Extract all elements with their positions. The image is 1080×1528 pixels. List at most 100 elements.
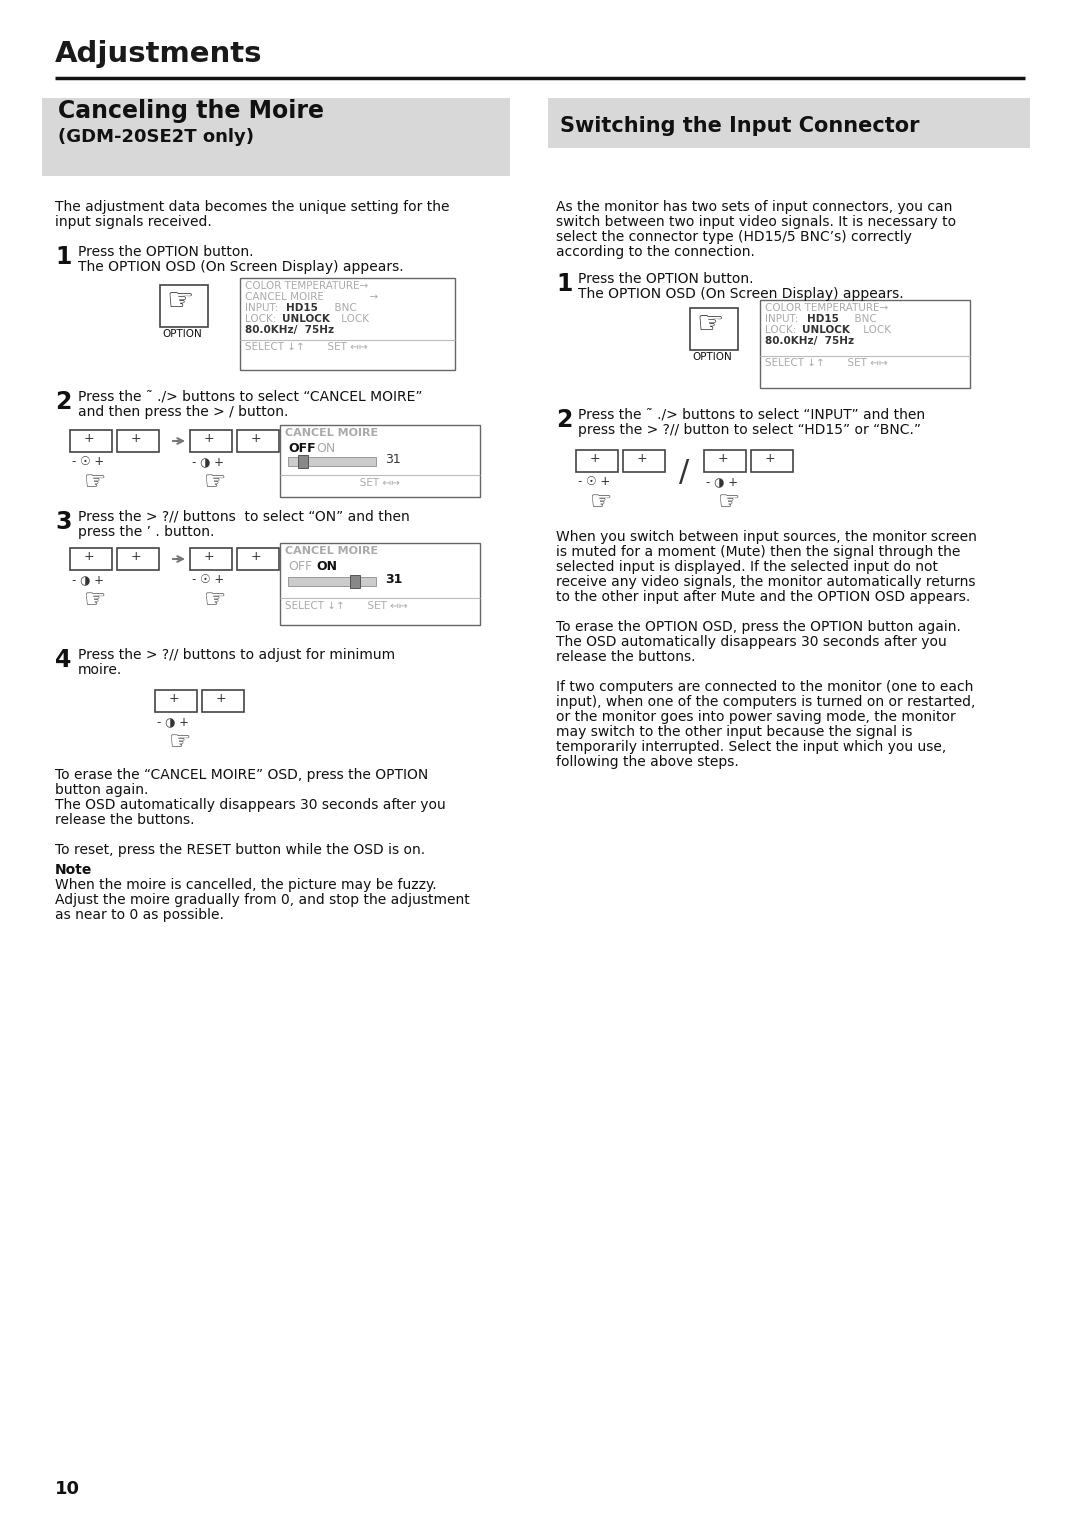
Text: BNC: BNC	[848, 313, 877, 324]
Text: CANCEL MOIRE: CANCEL MOIRE	[285, 545, 378, 556]
Text: to the other input after Mute and the OPTION OSD appears.: to the other input after Mute and the OP…	[556, 590, 970, 604]
Bar	[298, 455, 308, 468]
Text: or the monitor goes into power saving mode, the monitor: or the monitor goes into power saving mo…	[556, 711, 956, 724]
Bar	[704, 451, 746, 472]
Text: input signals received.: input signals received.	[55, 215, 212, 229]
Text: receive any video signals, the monitor automatically returns: receive any video signals, the monitor a…	[556, 575, 975, 588]
Bar	[350, 575, 360, 588]
Text: COLOR TEMPERATURE→: COLOR TEMPERATURE→	[245, 281, 368, 290]
Text: - ◑ +: - ◑ +	[157, 715, 189, 727]
Text: 31: 31	[384, 452, 401, 466]
Text: 10: 10	[55, 1481, 80, 1497]
Text: 2: 2	[55, 390, 71, 414]
Text: +: +	[718, 452, 729, 465]
Bar	[156, 691, 197, 712]
Text: OPTION: OPTION	[692, 351, 732, 362]
Text: SELECT ↓↑       SET ↤↦: SELECT ↓↑ SET ↤↦	[765, 358, 888, 368]
Text: Switching the Input Connector: Switching the Input Connector	[561, 116, 919, 136]
Text: BNC: BNC	[328, 303, 356, 313]
Text: following the above steps.: following the above steps.	[556, 755, 739, 769]
Text: +: +	[765, 452, 775, 465]
Bar	[280, 542, 480, 625]
Text: - ◑ +: - ◑ +	[72, 573, 104, 587]
Text: - ◑ +: - ◑ +	[706, 475, 738, 487]
Text: moire.: moire.	[78, 663, 122, 677]
Text: ☞: ☞	[84, 588, 106, 613]
Text: +: +	[204, 432, 215, 445]
Text: LOCK: LOCK	[860, 325, 891, 335]
Text: ☞: ☞	[590, 490, 612, 513]
Text: UNLOCK: UNLOCK	[802, 325, 850, 335]
Text: The OPTION OSD (On Screen Display) appears.: The OPTION OSD (On Screen Display) appea…	[78, 260, 404, 274]
Text: press the ʼ . button.: press the ʼ . button.	[78, 526, 214, 539]
Bar	[160, 286, 208, 327]
Bar	[190, 549, 232, 570]
Bar	[288, 457, 376, 466]
Bar	[240, 278, 455, 370]
Text: - ◑ +: - ◑ +	[192, 455, 224, 468]
Text: +: +	[131, 550, 141, 562]
Text: OFF: OFF	[288, 442, 315, 455]
Text: LOCK:: LOCK:	[245, 313, 283, 324]
Bar	[288, 578, 376, 587]
Text: SELECT ↓↑       SET ↤↦: SELECT ↓↑ SET ↤↦	[285, 601, 407, 611]
Text: button again.: button again.	[55, 782, 148, 798]
Text: 1: 1	[556, 272, 572, 296]
Text: When you switch between input sources, the monitor screen: When you switch between input sources, t…	[556, 530, 977, 544]
Bar	[42, 98, 510, 176]
Text: ☞: ☞	[718, 490, 741, 513]
Text: LOCK:: LOCK:	[765, 325, 802, 335]
Text: as near to 0 as possible.: as near to 0 as possible.	[55, 908, 224, 921]
Text: Press the ˜ ./> buttons to select “CANCEL MOIRE”: Press the ˜ ./> buttons to select “CANCE…	[78, 390, 422, 403]
Text: 80.0KHz/  75Hz: 80.0KHz/ 75Hz	[245, 325, 334, 335]
Text: 4: 4	[55, 648, 71, 672]
Text: according to the connection.: according to the connection.	[556, 244, 755, 260]
Text: Adjustments: Adjustments	[55, 40, 262, 69]
Bar	[690, 309, 738, 350]
Text: +: +	[251, 550, 261, 562]
Text: SELECT ↓↑       SET ↤↦: SELECT ↓↑ SET ↤↦	[245, 342, 367, 351]
Text: To erase the OPTION OSD, press the OPTION button again.: To erase the OPTION OSD, press the OPTIO…	[556, 620, 961, 634]
Text: +: +	[84, 550, 95, 562]
Text: release the buttons.: release the buttons.	[556, 649, 696, 665]
Text: Adjust the moire gradually from 0, and stop the adjustment: Adjust the moire gradually from 0, and s…	[55, 892, 470, 908]
Bar	[623, 451, 665, 472]
Bar	[237, 429, 279, 452]
Text: Press the OPTION button.: Press the OPTION button.	[578, 272, 754, 286]
Bar	[190, 429, 232, 452]
Text: ☞: ☞	[696, 310, 724, 339]
Text: +: +	[84, 432, 95, 445]
Bar	[576, 451, 618, 472]
Bar	[237, 549, 279, 570]
Text: The adjustment data becomes the unique setting for the: The adjustment data becomes the unique s…	[55, 200, 449, 214]
Text: ☞: ☞	[166, 287, 193, 316]
Text: selected input is displayed. If the selected input do not: selected input is displayed. If the sele…	[556, 559, 939, 575]
Text: +: +	[251, 432, 261, 445]
Text: OPTION: OPTION	[162, 329, 202, 339]
Text: ☞: ☞	[204, 588, 227, 613]
Text: ON: ON	[316, 442, 335, 455]
Text: HD15: HD15	[286, 303, 318, 313]
Text: ON: ON	[316, 559, 337, 573]
Bar	[202, 691, 244, 712]
Text: 1: 1	[55, 244, 71, 269]
Bar	[751, 451, 793, 472]
Bar	[548, 98, 1030, 148]
Text: - ☉ +: - ☉ +	[192, 573, 225, 587]
Text: select the connector type (HD15/5 BNC’s) correctly: select the connector type (HD15/5 BNC’s)…	[556, 231, 912, 244]
Bar	[117, 549, 159, 570]
Text: CANCEL MOIRE: CANCEL MOIRE	[285, 428, 378, 439]
Text: release the buttons.: release the buttons.	[55, 813, 194, 827]
Text: Press the ˜ ./> buttons to select “INPUT” and then: Press the ˜ ./> buttons to select “INPUT…	[578, 408, 926, 422]
Text: COLOR TEMPERATURE→: COLOR TEMPERATURE→	[765, 303, 888, 313]
Text: - ☉ +: - ☉ +	[578, 475, 610, 487]
Text: CANCEL MOIRE              →: CANCEL MOIRE →	[245, 292, 378, 303]
Text: SET ↤↦: SET ↤↦	[285, 478, 400, 487]
Text: When the moire is cancelled, the picture may be fuzzy.: When the moire is cancelled, the picture…	[55, 879, 436, 892]
Text: INPUT:: INPUT:	[245, 303, 285, 313]
Text: The OSD automatically disappears 30 seconds after you: The OSD automatically disappears 30 seco…	[55, 798, 446, 811]
Text: input), when one of the computers is turned on or restarted,: input), when one of the computers is tur…	[556, 695, 975, 709]
Text: HD15: HD15	[807, 313, 839, 324]
Text: The OSD automatically disappears 30 seconds after you: The OSD automatically disappears 30 seco…	[556, 636, 947, 649]
Text: INPUT:: INPUT:	[765, 313, 805, 324]
